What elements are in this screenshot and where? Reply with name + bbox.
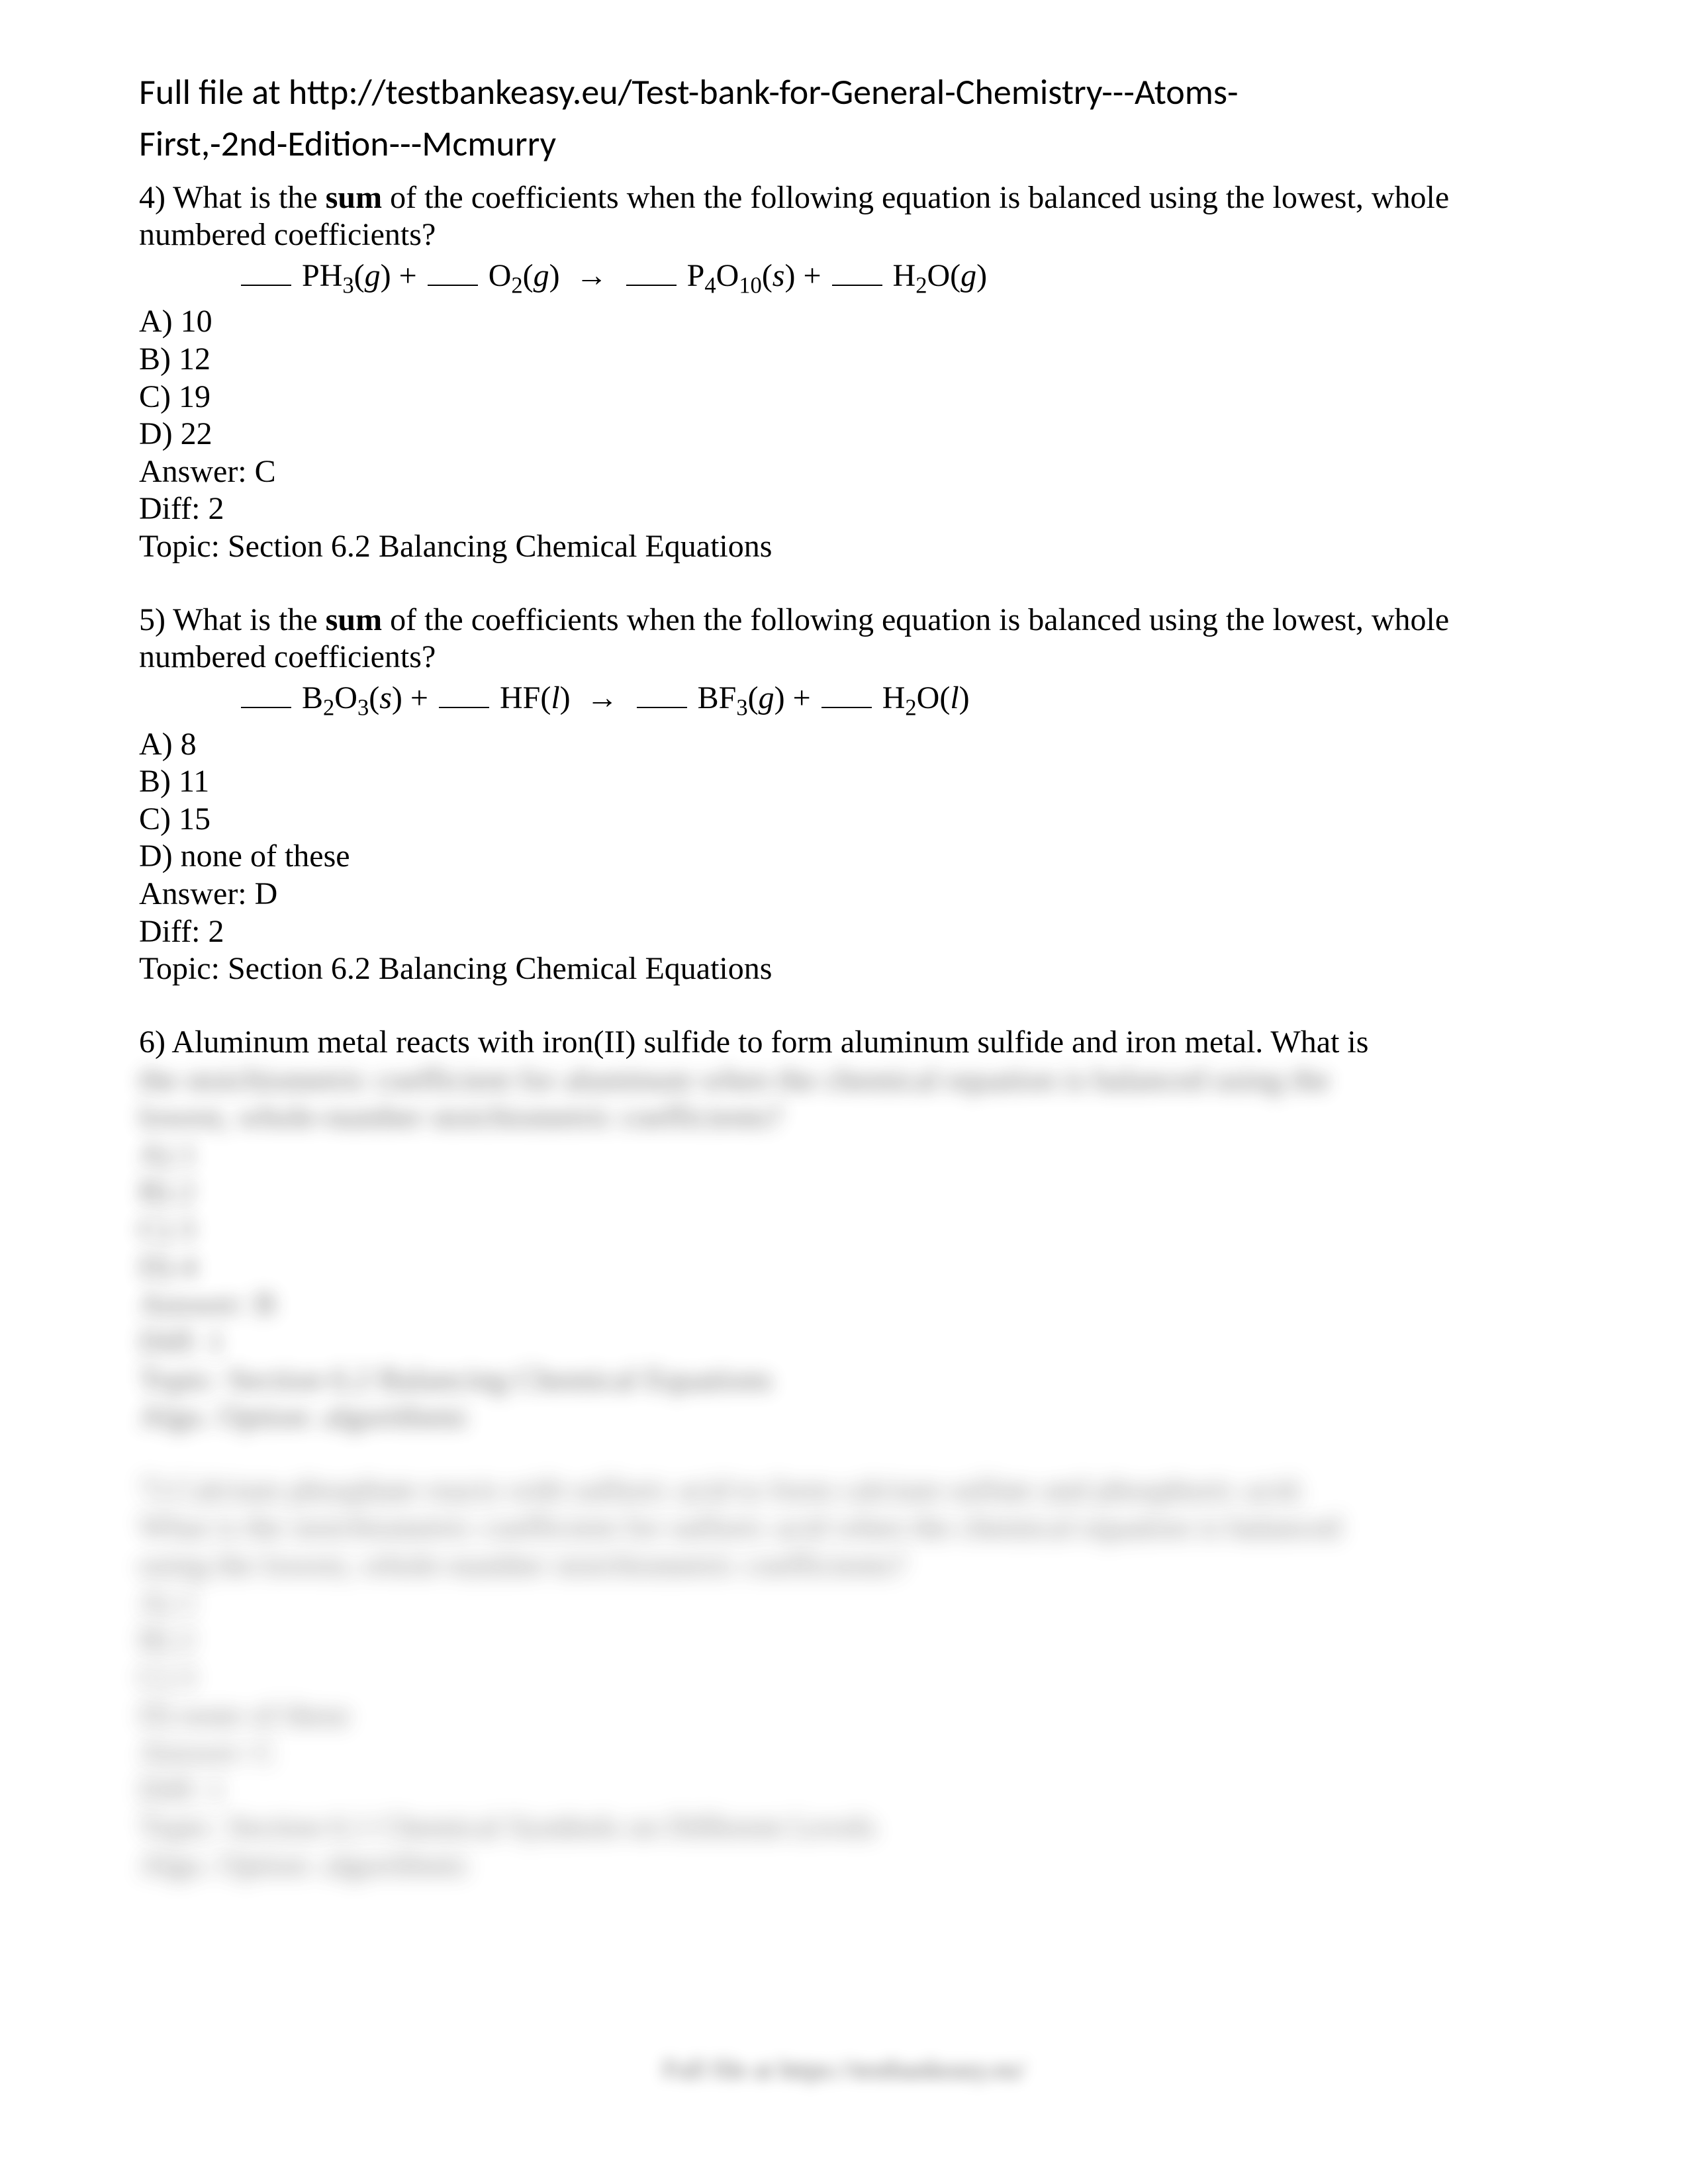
q7-algo: Algo. Option: algorithmic [139, 1846, 1549, 1884]
q6-algo: Algo. Option: algorithmic [139, 1398, 1549, 1436]
q4-option-d: D) 22 [139, 416, 1549, 453]
blank [637, 681, 687, 708]
q6-topic: Topic: Section 6.2 Balancing Chemical Eq… [139, 1361, 1549, 1399]
q4-bold: sum [326, 180, 382, 215]
q4-topic: Topic: Section 6.2 Balancing Chemical Eq… [139, 528, 1549, 566]
q5-option-b: B) 11 [139, 763, 1549, 801]
blank [241, 259, 291, 286]
q5-bold: sum [326, 602, 382, 637]
q7-option-c: C) 3 [139, 1659, 1549, 1697]
q5-topic: Topic: Section 6.2 Balancing Chemical Eq… [139, 950, 1549, 988]
q5-option-d: D) none of these [139, 838, 1549, 876]
q5-diff: Diff: 2 [139, 913, 1549, 951]
blank [241, 681, 291, 708]
q7-topic: Topic: Section 6.1 Chemical Symbols on D… [139, 1809, 1549, 1846]
q5-option-c: C) 15 [139, 801, 1549, 839]
q4-answer: Answer: C [139, 453, 1549, 491]
page-content: Full file at http://testbankeasy.eu/Test… [0, 0, 1688, 1884]
q6-option-c: C) 3 [139, 1211, 1549, 1249]
q7-diff: Diff: 1 [139, 1772, 1549, 1809]
q7-answer: Answer: C [139, 1734, 1549, 1772]
header-line-2: First,-2nd-Edition---Mcmurry [139, 118, 1549, 169]
q5-option-a: A) 8 [139, 726, 1549, 764]
question-6: 6) Aluminum metal reacts with iron(II) s… [139, 1024, 1549, 1436]
q5-answer: Answer: D [139, 876, 1549, 913]
q6-blur-line-1: the stoichiometric coefficient for alumi… [139, 1062, 1549, 1099]
header-line-1: Full file at http://testbankeasy.eu/Test… [139, 66, 1549, 118]
q7-option-d: D) none of these [139, 1697, 1549, 1735]
blank [821, 681, 872, 708]
q7-blur-line-1: 7) Calcium phosphate reacts with sulfuri… [139, 1472, 1549, 1510]
blank [439, 681, 489, 708]
q5-equation: B2O3(s) + HF(l) → BF3(g) + H2O(l) [139, 678, 1549, 723]
q4-number: 4) [139, 180, 173, 215]
blank [428, 259, 478, 286]
q4-text-a: What is the [173, 180, 326, 215]
q4-option-a: A) 10 [139, 303, 1549, 341]
question-4: 4) What is the sum of the coefficients w… [139, 179, 1549, 566]
q6-visible: 6) Aluminum metal reacts with iron(II) s… [139, 1024, 1549, 1062]
q6-diff: Diff: 1 [139, 1324, 1549, 1361]
blank [832, 259, 882, 286]
q6-option-a: A) 1 [139, 1136, 1549, 1174]
q6-option-d: D) 4 [139, 1249, 1549, 1287]
footer: Full file at https://testbankeasy.eu/ [0, 2054, 1688, 2085]
question-7: 7) Calcium phosphate reacts with sulfuri… [139, 1472, 1549, 1884]
q6-blur-line-2: lowest, whole-number stoichiometric coef… [139, 1099, 1549, 1136]
q5-text-a: What is the [173, 602, 326, 637]
q7-blur-line-2: What is the stoichiometric coefficient f… [139, 1509, 1549, 1547]
q4-option-c: C) 19 [139, 379, 1549, 416]
question-5: 5) What is the sum of the coefficients w… [139, 602, 1549, 988]
q4-text: 4) What is the sum of the coefficients w… [139, 179, 1549, 254]
q6-option-b: B) 2 [139, 1173, 1549, 1211]
q5-number: 5) [139, 602, 173, 637]
q7-option-a: A) 1 [139, 1584, 1549, 1622]
blank [626, 259, 677, 286]
q7-blur-line-3: using the lowest, whole-number stoichiom… [139, 1547, 1549, 1584]
q4-equation: PH3(g) + O2(g) → P4O10(s) + H2O(g) [139, 255, 1549, 301]
footer-text: Full file at https://testbankeasy.eu/ [663, 2054, 1025, 2085]
header: Full file at http://testbankeasy.eu/Test… [139, 66, 1549, 170]
q4-diff: Diff: 2 [139, 490, 1549, 528]
q7-option-b: B) 2 [139, 1621, 1549, 1659]
q4-option-b: B) 12 [139, 341, 1549, 379]
q5-text: 5) What is the sum of the coefficients w… [139, 602, 1549, 676]
q6-answer: Answer: B [139, 1286, 1549, 1324]
